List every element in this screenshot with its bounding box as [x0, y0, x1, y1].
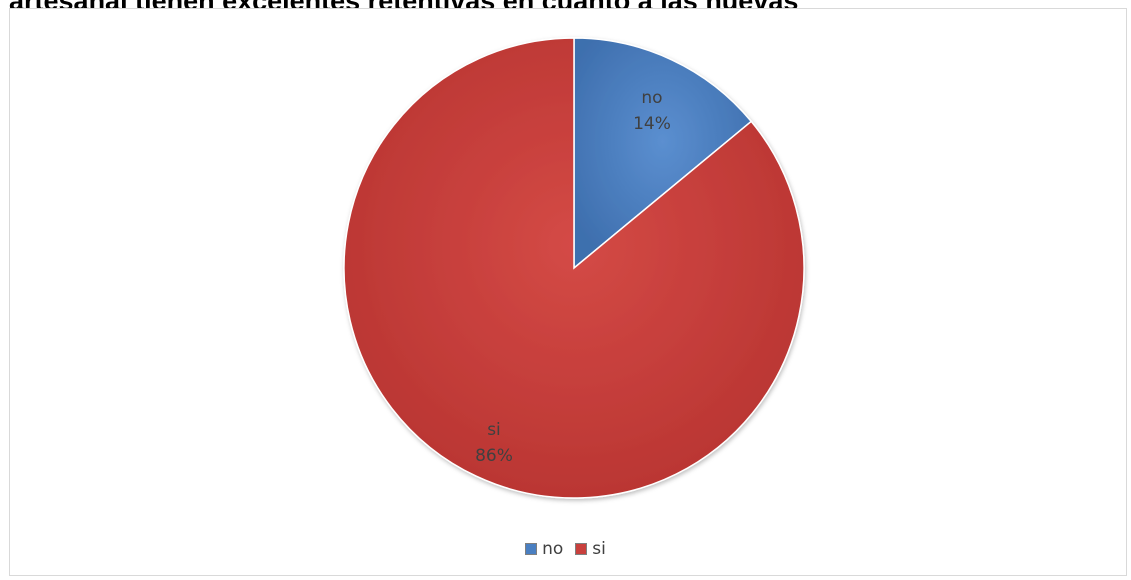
data-label-percent-no: 14% — [633, 114, 671, 134]
legend: no si — [0, 539, 1131, 559]
legend-label-no: no — [542, 539, 564, 559]
data-label-category-no: no — [641, 88, 662, 108]
data-label-percent-si: 86% — [475, 446, 513, 466]
legend-entry-no: no — [525, 539, 563, 559]
legend-swatch-si — [575, 543, 588, 555]
chart-title-clip: artesanal tienen excelentes retentivas e… — [0, 0, 1131, 9]
legend-swatch-no — [525, 543, 538, 555]
pie-slice-si — [343, 37, 805, 499]
pie-slice-no — [573, 37, 753, 270]
legend-label-si: si — [592, 539, 606, 559]
chart-title: artesanal tienen excelentes retentivas e… — [9, 0, 798, 9]
data-label-category-si: si — [487, 420, 501, 440]
legend-entry-si: si — [575, 539, 606, 559]
